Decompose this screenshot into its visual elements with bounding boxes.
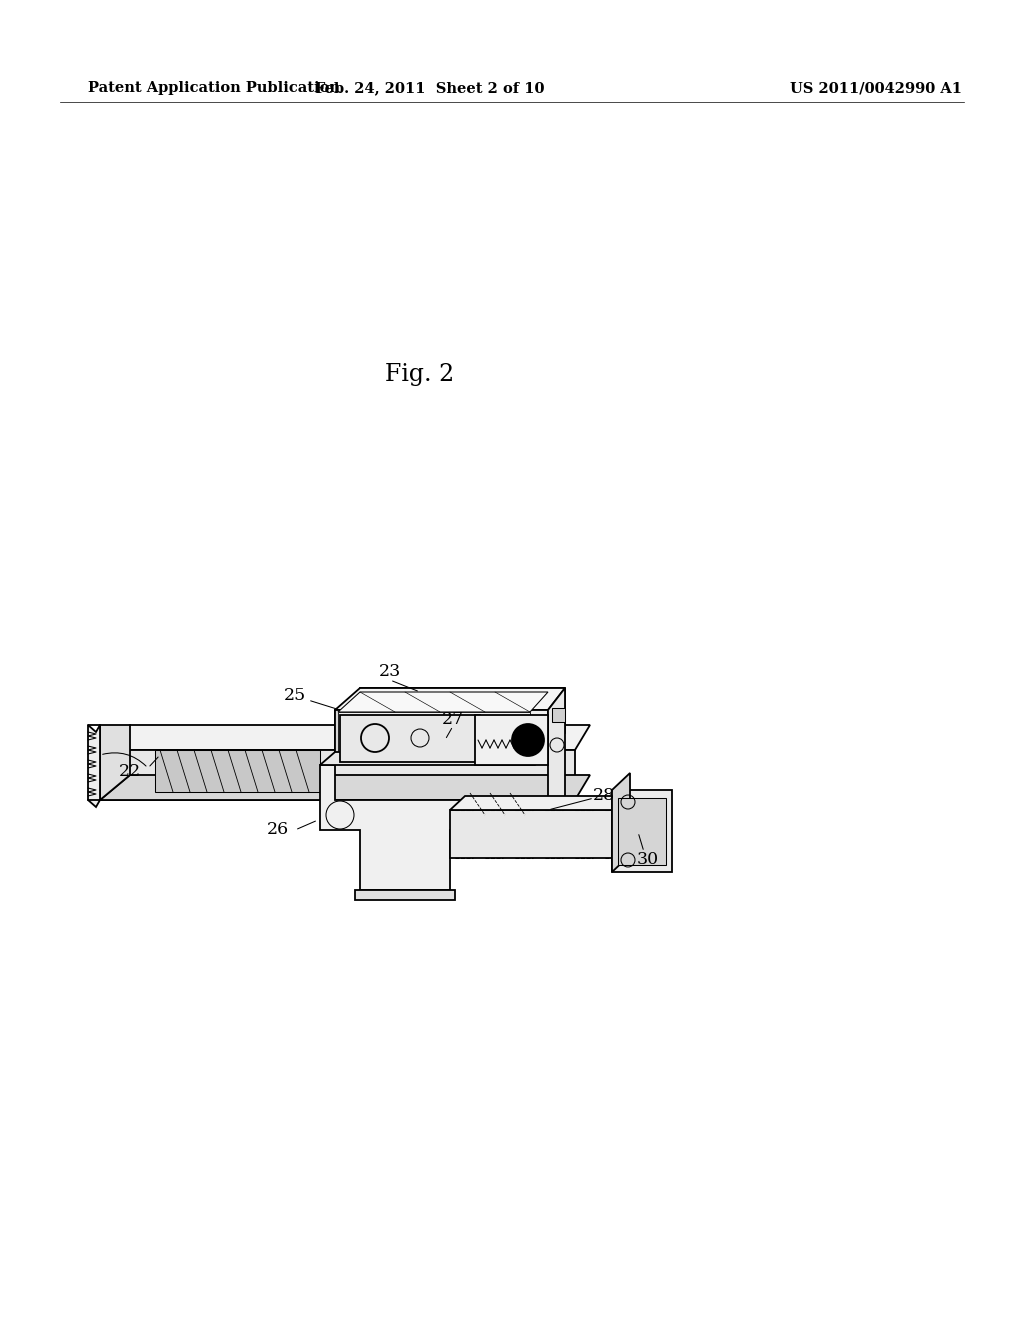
Polygon shape	[548, 688, 565, 840]
Polygon shape	[100, 725, 590, 750]
Text: Patent Application Publication: Patent Application Publication	[88, 81, 340, 95]
Polygon shape	[360, 688, 565, 733]
Polygon shape	[100, 750, 575, 800]
Polygon shape	[552, 708, 565, 722]
Polygon shape	[100, 775, 590, 800]
Polygon shape	[319, 752, 548, 766]
Polygon shape	[338, 711, 530, 755]
Polygon shape	[88, 725, 100, 807]
Polygon shape	[338, 692, 548, 711]
Polygon shape	[335, 710, 340, 762]
Polygon shape	[335, 688, 565, 710]
Text: 23: 23	[379, 664, 401, 681]
Polygon shape	[319, 766, 535, 890]
Text: 26: 26	[267, 821, 289, 838]
Polygon shape	[340, 715, 480, 762]
Polygon shape	[450, 796, 635, 810]
Text: 28: 28	[593, 787, 615, 804]
Polygon shape	[155, 750, 319, 792]
Text: 22: 22	[119, 763, 141, 780]
Circle shape	[512, 723, 544, 756]
Text: US 2011/0042990 A1: US 2011/0042990 A1	[790, 81, 962, 95]
Text: 30: 30	[637, 851, 659, 869]
Text: Feb. 24, 2011  Sheet 2 of 10: Feb. 24, 2011 Sheet 2 of 10	[315, 81, 545, 95]
Text: 27: 27	[442, 711, 464, 729]
Polygon shape	[612, 789, 672, 873]
Polygon shape	[100, 725, 130, 800]
Polygon shape	[355, 890, 455, 900]
Polygon shape	[618, 799, 666, 865]
Text: Fig. 2: Fig. 2	[385, 363, 455, 387]
Polygon shape	[450, 810, 620, 858]
Polygon shape	[612, 774, 630, 873]
Text: 25: 25	[284, 686, 306, 704]
Polygon shape	[475, 715, 548, 766]
Polygon shape	[335, 710, 548, 755]
